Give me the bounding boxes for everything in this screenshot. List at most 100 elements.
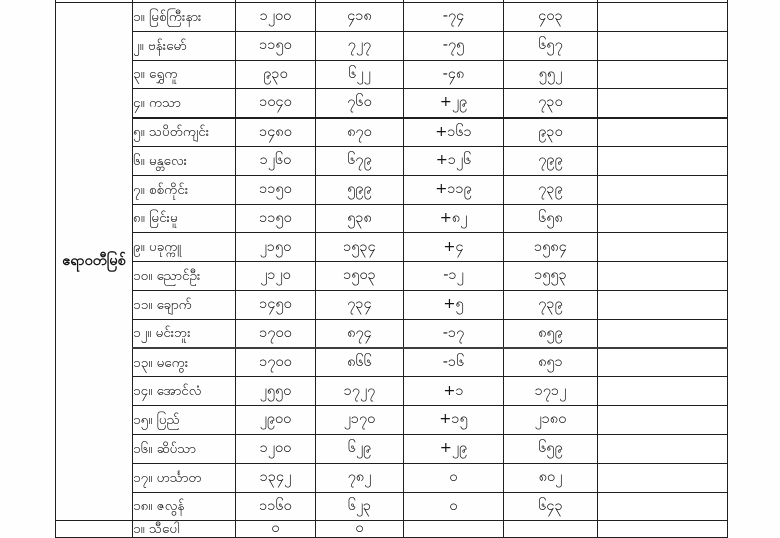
remarks-cell	[597, 59, 728, 90]
station-cell: ၆။ မန္တလေး	[132, 145, 236, 176]
change-cell: +၁၅	[403, 405, 504, 435]
change-cell: +၁၆၁	[403, 117, 504, 147]
value1-cell: ၉၃၀	[235, 59, 316, 90]
value3-cell: ၉၃၀	[503, 117, 598, 147]
remarks-cell	[597, 261, 728, 291]
station-cell: ၁၀။ ညောင်ဦး	[132, 261, 236, 291]
change-cell: +၈၂	[403, 203, 504, 234]
remarks-cell	[597, 145, 728, 176]
table-row: ၁၄။ အောင်လံ ၂၅၅၀ ၁၇၂၇ +၁ ၁၇၁၂	[56, 376, 728, 407]
value2-cell: ၁၇၂၇	[315, 376, 404, 407]
value1-cell: ၁၁၅၀	[235, 203, 316, 234]
station-cell: ၈။ မြင်းမူ	[132, 203, 236, 234]
remarks-cell	[597, 462, 728, 493]
value3-cell: ၆၅၈	[503, 203, 598, 234]
value3-cell: ၁၅၈၄	[503, 232, 598, 263]
value2-cell: ၆၇၉	[315, 145, 404, 176]
table-row: ၉။ ပခုက္ကူ ၂၁၅၀ ၁၅၃၄ +၄ ၁၅၈၄	[56, 232, 728, 263]
change-cell: +၂၉	[403, 433, 504, 464]
change-cell: +၂၉	[403, 88, 504, 119]
value1-cell: ၁၁၅၀	[235, 30, 316, 61]
value2-cell: ၈၆၆	[315, 347, 404, 378]
value1-cell: ၁၄၈၀	[235, 117, 316, 147]
table-row: ၁၂။ မင်းဘူး ၁၇၀၀ ၈၇၄ -၁၇ ၈၅၉	[56, 318, 728, 350]
station-cell: ၁။ မြစ်ကြီးနား	[132, 2, 236, 32]
value2-cell: ၈၇၀	[315, 117, 404, 147]
value2-cell: ၆၂၉	[315, 433, 404, 464]
table-row: ၁၈။ ဇလွန် ၁၁၆၀ ၆၂၃၀၆၄၃	[56, 491, 728, 522]
change-cell: +၁၂၆	[403, 145, 504, 176]
value3-cell: ၁၇၁၂	[503, 376, 598, 407]
station-cell: ၁၃။ မကွေး	[132, 347, 236, 378]
remarks-cell	[597, 491, 728, 522]
value2-cell: ၆၂၃	[315, 491, 404, 522]
value3-cell: ၄၀၃	[503, 2, 598, 32]
change-cell: -၁၇	[403, 318, 504, 350]
remarks-cell	[597, 289, 728, 320]
station-cell: ၉။ ပခုက္ကူ	[132, 232, 236, 263]
change-cell: +၁၁၉	[403, 174, 504, 205]
value1-cell: ၁၁၆၀	[235, 491, 316, 522]
station-cell: ၁၁။ ချောက်	[132, 289, 236, 320]
table-row: ၅။ သပိတ်ကျင်း ၁၄၈၀ ၈၇၀ +၁၆၁ ၉၃၀	[56, 117, 728, 147]
value2-cell: ၅၉၉	[315, 174, 404, 205]
value2-cell: ၁၅၀၃	[315, 261, 404, 291]
change-cell: ၀	[403, 462, 504, 493]
value1-cell: ၁၇၀၀	[235, 318, 316, 350]
value2-cell: ၈၇၄	[315, 318, 404, 350]
value1-cell: ၂၁၂၀	[235, 261, 316, 291]
value2-cell: ၅၃၈	[315, 203, 404, 234]
value3-cell: ၆၄၃	[503, 491, 598, 522]
value3-cell: ၇၃၉	[503, 174, 598, 205]
value2-cell: ၇၃၄	[315, 289, 404, 320]
station-cell: ၁၅။ ပြည်	[132, 405, 236, 435]
station-cell: ၁၄။ အောင်လံ	[132, 376, 236, 407]
table-row: ၁၃။ မကွေး ၁၇၀၀ ၈၆၆ -၁၆ ၈၅၁	[56, 347, 728, 378]
remarks-cell	[597, 203, 728, 234]
value3-cell: ၆၅၉	[503, 433, 598, 464]
value3-cell: ၁၅၅၃	[503, 261, 598, 291]
change-cell: +၁	[403, 376, 504, 407]
value1-cell: ၁၁၅၀	[235, 174, 316, 205]
change-cell: +၄	[403, 232, 504, 263]
table-row: ၆။ မန္တလေး ၁၂၆၀ ၆၇၉ +၁၂၆ ၇၉၉	[56, 145, 728, 176]
value1-cell: ၁၂၀၀	[235, 2, 316, 32]
station-cell: ၁၆။ ဆိပ်သာ	[132, 433, 236, 464]
value3-cell: ၇၃၉	[503, 289, 598, 320]
table-row: ၁၁။ ချောက် ၁၄၅၀ ၇၃၄ +၅ ၇၃၉	[56, 289, 728, 320]
value1-cell: ၂၉၀၀	[235, 405, 316, 435]
change-cell: ၀	[403, 491, 504, 522]
remarks-cell	[597, 232, 728, 263]
value1-cell: ၁၂၆၀	[235, 145, 316, 176]
value3-cell: ၆၅၇	[503, 30, 598, 61]
station-cell: ၁၇။ ဟင်္သာတ	[132, 462, 236, 493]
change-cell: -၄၈	[403, 59, 504, 90]
remarks-cell	[597, 520, 728, 538]
station-cell: ၂။ ဗန်းမော်	[132, 30, 236, 61]
change-cell: -၁၂	[403, 261, 504, 291]
remarks-cell	[597, 88, 728, 119]
value1-cell: ၁၃၄၂	[235, 462, 316, 493]
value1-cell: ၂၅၅၀	[235, 376, 316, 407]
value2-cell: ၇၆၀	[315, 88, 404, 119]
remarks-cell	[597, 347, 728, 378]
station-cell: ၃။ ရွှေကူ	[132, 59, 236, 90]
table-row: ၁၀။ ညောင်ဦး ၂၁၂၀ ၁၅၀၃ -၁၂ ၁၅၅၃	[56, 261, 728, 291]
table-row: ၄။ ကသာ ၁၀၄၀ ၇၆၀ +၂၉ ၇၃၀	[56, 88, 728, 119]
remarks-cell	[597, 376, 728, 407]
remarks-cell	[597, 405, 728, 435]
value3-cell: ၈၀၂	[503, 462, 598, 493]
value2-cell: ၁၅၃၄	[315, 232, 404, 263]
value3-cell: ၈၅၁	[503, 347, 598, 378]
change-cell: -၁၆	[403, 347, 504, 378]
table-row: ၂။ ဗန်းမော် ၁၁၅၀ ၇၂၇ -၇၅ ၆၅၇	[56, 30, 728, 61]
table-row: ဧရာဝတီမြစ် ၁။ မြစ်ကြီးနား ၁၂၀၀ ၄၁၈ -၇၄ ၄၀၃	[55, 1, 728, 522]
remarks-cell	[597, 174, 728, 205]
table-row: ၃။ ရွှေကူ ၉၃၀ ၆၂၂ -၄၈ ၅၅၂	[56, 59, 728, 90]
value1-cell: ၁၂၀၀	[235, 433, 316, 464]
station-cell: ၅။ သပိတ်ကျင်း	[132, 117, 236, 147]
value3-cell: ၇၃၀	[503, 88, 598, 119]
value2-cell: ၇၂၇	[315, 30, 404, 61]
table-row: ၁၇။ ဟင်္သာတ ၁၃၄၂ ၇၈၂၀၈၀၂	[56, 462, 728, 493]
